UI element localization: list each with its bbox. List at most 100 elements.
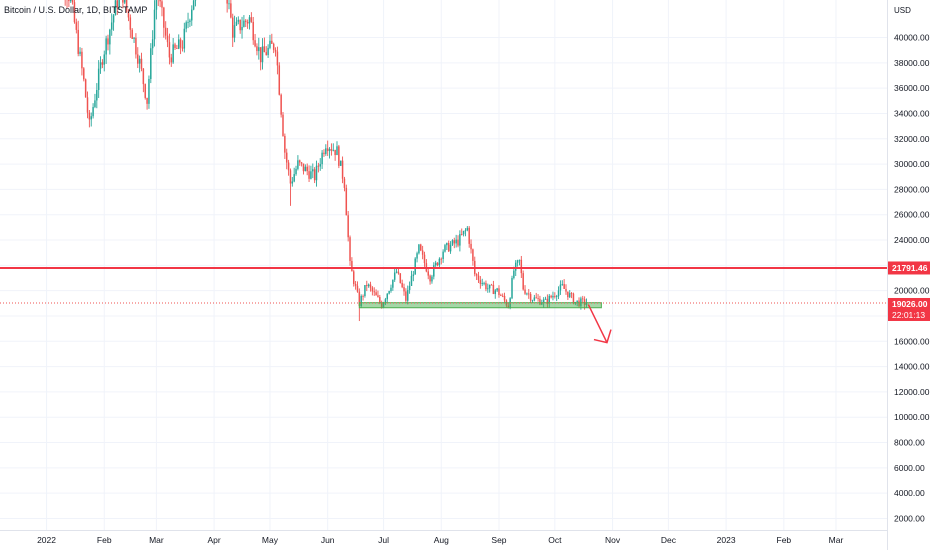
candle [295, 166, 297, 176]
candle [468, 226, 470, 248]
y-tick-label: 8000.00 [894, 438, 925, 448]
candle [130, 14, 132, 37]
candle [455, 235, 457, 248]
candle [305, 164, 307, 171]
candle [135, 33, 137, 58]
candle-body [109, 30, 111, 45]
candle-body [68, 0, 70, 1]
y-tick-label: 26000.00 [894, 210, 930, 220]
candle-body [459, 234, 461, 245]
candle [558, 286, 560, 299]
candle-body [463, 231, 465, 234]
candle [346, 185, 348, 216]
x-tick-label: Nov [605, 535, 621, 545]
candle-body [353, 271, 355, 284]
candle [236, 17, 238, 26]
candle-body [431, 277, 433, 282]
candle-body [249, 17, 251, 23]
candle [459, 230, 461, 251]
candle [105, 36, 107, 64]
candle [169, 34, 171, 65]
candle-body [450, 245, 452, 251]
candle-body [254, 40, 256, 46]
candle-body [163, 8, 165, 28]
candle [571, 292, 573, 298]
candle-body [366, 285, 368, 286]
candle-body [364, 285, 366, 296]
candle-body [182, 48, 184, 49]
candle [387, 293, 389, 303]
candle-body [433, 265, 435, 276]
candle-body [178, 39, 180, 48]
candle-body [176, 48, 178, 49]
candle-body [286, 153, 288, 163]
candle [392, 279, 394, 290]
candle-body [185, 22, 187, 28]
candle-body [131, 30, 133, 39]
time-axis[interactable]: Dec2022FebMarAprMayJunJulAugSepOctNovDec… [0, 530, 887, 550]
y-tick-label: 14000.00 [894, 362, 930, 372]
candle [439, 257, 441, 268]
candle-body [517, 260, 519, 262]
candle [565, 284, 567, 295]
candle-body [167, 36, 169, 43]
candle-body [258, 47, 260, 51]
candle [234, 16, 236, 42]
candle-body [96, 90, 98, 100]
x-tick-label: Jul [378, 535, 389, 545]
candle-body [133, 38, 135, 39]
candle-body [70, 0, 72, 1]
candle-body [377, 295, 379, 297]
candle [265, 46, 267, 56]
candle [331, 143, 333, 155]
candle [148, 76, 150, 109]
candle-body [139, 59, 141, 64]
candle-body [468, 228, 470, 244]
candle-body [107, 38, 109, 44]
y-tick-label: 2000.00 [894, 514, 925, 524]
candle-body [288, 163, 290, 171]
candle-body [76, 22, 78, 30]
candle-body [241, 27, 243, 30]
candle-body [485, 283, 487, 289]
candle-body [273, 44, 275, 50]
candle-body [141, 59, 143, 69]
candle [562, 280, 564, 286]
candle-body [312, 169, 314, 171]
candle-body [470, 244, 472, 249]
candle-body [297, 160, 299, 169]
candle [178, 34, 180, 49]
candle [81, 48, 83, 75]
candle [416, 252, 418, 263]
candle-body [405, 291, 407, 300]
candle-body [476, 274, 478, 275]
candle-body [323, 153, 325, 154]
candle-body [429, 276, 431, 282]
candle-body [442, 252, 444, 259]
candle [554, 292, 556, 298]
candle-body [329, 149, 331, 151]
candle [334, 150, 336, 161]
candle-body [280, 95, 282, 115]
candle-body [187, 22, 189, 23]
price-axis[interactable]: USD2000.004000.006000.008000.0010000.001… [887, 0, 932, 550]
candle-body [346, 188, 348, 215]
candle [172, 38, 174, 64]
candle-body [306, 167, 308, 171]
candle-body [467, 228, 469, 230]
candle-body [504, 296, 506, 300]
y-tick-label: 30000.00 [894, 159, 930, 169]
candle-body [130, 17, 132, 29]
candle-body [171, 57, 173, 62]
candle-body [94, 100, 96, 107]
candle [176, 45, 178, 49]
candle-body [413, 274, 415, 275]
candle [491, 284, 493, 286]
candle [476, 273, 478, 280]
candle [563, 279, 565, 289]
candle-body [226, 0, 228, 4]
candle [323, 149, 325, 157]
projection-arrow[interactable] [588, 305, 611, 343]
